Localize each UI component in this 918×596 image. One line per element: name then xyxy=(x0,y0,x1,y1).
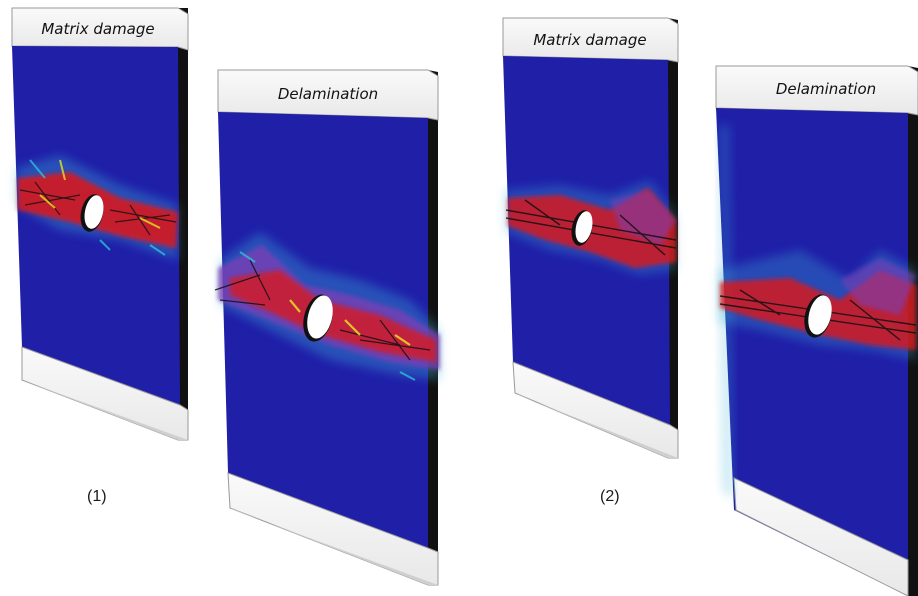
specimen-1-matrix-damage: Matrix damage xyxy=(11,7,189,441)
specimen-caption: Delamination xyxy=(278,85,378,103)
panel-label: (2) xyxy=(600,488,620,505)
bottom-tab xyxy=(733,477,909,596)
specimen-caption: Delamination xyxy=(776,80,876,98)
specimen-1-delamination: Delamination xyxy=(214,69,440,586)
open-hole xyxy=(575,211,593,243)
specimen-caption: Matrix damage xyxy=(533,31,646,49)
open-hole xyxy=(307,295,333,339)
specimen-2-delamination: Delamination xyxy=(715,65,918,596)
specimen-side-face xyxy=(178,8,188,440)
panel-label: (1) xyxy=(87,488,107,505)
specimen-caption: Matrix damage xyxy=(41,20,154,38)
open-hole xyxy=(808,295,832,335)
specimen-plate xyxy=(716,108,908,596)
specimen-2-matrix-damage: Matrix damage xyxy=(502,17,679,459)
open-hole xyxy=(84,195,104,229)
